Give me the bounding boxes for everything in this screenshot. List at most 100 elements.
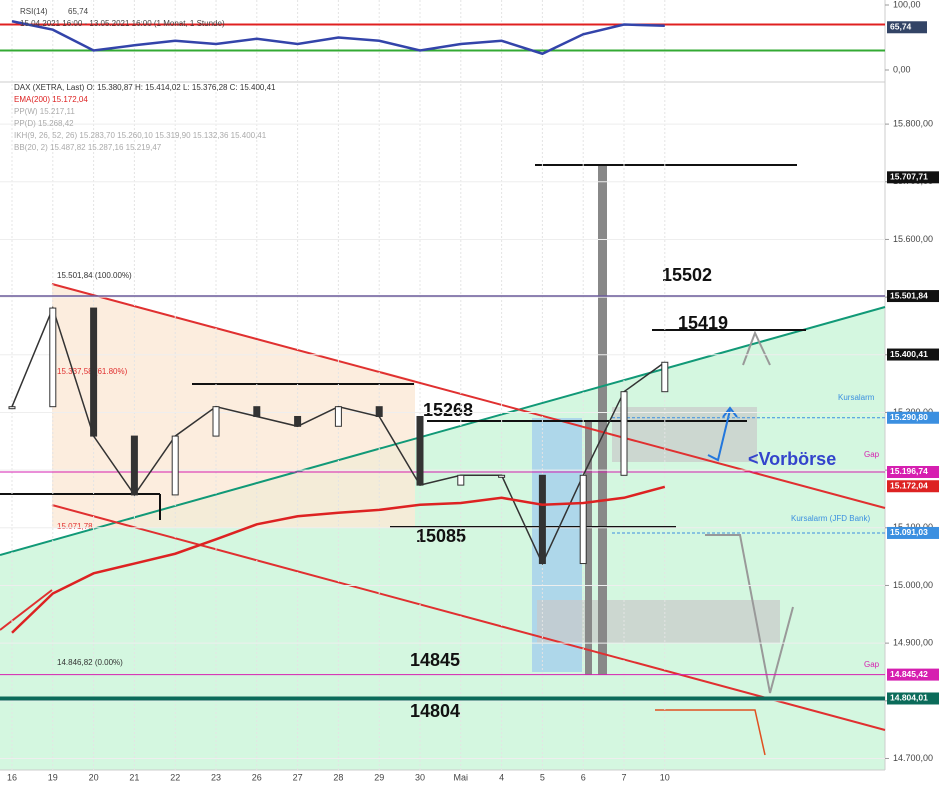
candle (661, 361, 669, 393)
price-tag-label: 14.804,01 (890, 693, 928, 703)
arrow (705, 534, 794, 694)
fib-label: 15.071,78 (57, 522, 93, 531)
trend-line (51, 504, 886, 731)
candle (457, 474, 465, 486)
y-tick-label: 14.900,00 (893, 638, 933, 648)
price-tag-label: 65,74 (890, 22, 912, 32)
trend-line (0, 306, 886, 556)
annotation: Kursalarm (838, 393, 875, 402)
arrow (655, 709, 766, 756)
y-tick-label: 0,00 (893, 64, 911, 74)
x-tick-label: 26 (252, 772, 262, 782)
legend-entry: PP(D) 15.268,42 (14, 119, 74, 128)
x-tick-label: 7 (621, 772, 626, 782)
candle (253, 406, 261, 417)
price-tag-label: 15.290,80 (890, 412, 928, 422)
candle (49, 307, 57, 408)
candle (130, 435, 138, 496)
price-tag-label: 15.707,71 (890, 172, 928, 182)
annotation: 15502 (662, 265, 712, 285)
fib-zone (52, 284, 415, 528)
grey-zone (612, 407, 757, 462)
annotation: 15085 (416, 526, 466, 546)
candle (334, 406, 342, 427)
price-tag-label: 15.196,74 (890, 466, 928, 476)
grey-bar (585, 420, 592, 675)
level-lines (0, 164, 806, 528)
x-tick-label: 4 (499, 772, 504, 782)
legend-entry: IKH(9, 26, 52, 26) 15.283,70 15.260,10 1… (14, 131, 267, 140)
annotation: 14845 (410, 650, 460, 670)
annotation: 14804 (410, 701, 460, 721)
price-tag-label: 14.845,42 (890, 669, 928, 679)
x-tick-label: 23 (211, 772, 221, 782)
price-tag-label: 15.501,84 (890, 290, 928, 300)
annotation: 15268 (423, 400, 473, 420)
legend-entry: EMA(200) 15.172,04 (14, 95, 88, 104)
annotation: 15419 (678, 313, 728, 333)
annotation: <Vorbörse (748, 449, 836, 469)
candle (171, 435, 179, 496)
rsi-value: 65,74 (68, 7, 89, 16)
price-tag (887, 465, 939, 478)
candle (294, 415, 302, 427)
legend-entry: DAX (XETRA, Last) O: 15.380,87 H: 15.414… (14, 83, 276, 92)
price-tag-label: 15.091,03 (890, 527, 928, 537)
rsi-name: RSI(14) (20, 7, 48, 16)
arrow (722, 406, 738, 418)
x-tick-label: 6 (581, 772, 586, 782)
y-tick-label: 15.600,00 (893, 234, 933, 244)
x-tick-label: 20 (89, 772, 99, 782)
y-tick-label: 100,00 (893, 0, 921, 9)
price-tag (887, 411, 939, 424)
x-tick-label: 29 (374, 772, 384, 782)
price-tag (887, 526, 939, 539)
x-tick-label: 30 (415, 772, 425, 782)
y-tick-label: 14.700,00 (893, 753, 933, 763)
price-tag (887, 21, 927, 34)
y-tick-label: 15.000,00 (893, 580, 933, 590)
price-tag (887, 348, 939, 361)
candle (90, 307, 98, 437)
rsi-line (11, 20, 665, 56)
x-tick-label: 27 (293, 772, 303, 782)
annotation: Gap (864, 450, 880, 459)
x-tick-label: Mai (454, 772, 469, 782)
candle (212, 406, 220, 437)
price-tag-label: 15.172,04 (890, 480, 928, 490)
annotation: Kursalarm (JFD Bank) (791, 514, 870, 523)
price-tag (887, 692, 939, 705)
annotation: Gap (864, 660, 880, 669)
trend-line (0, 589, 53, 631)
x-tick-label: 22 (170, 772, 180, 782)
price-tag (887, 668, 939, 681)
price-tag (887, 480, 939, 493)
x-tick-label: 19 (48, 772, 58, 782)
candle (579, 474, 587, 565)
arrow (707, 409, 731, 462)
x-tick-label: 28 (333, 772, 343, 782)
x-tick-label: 10 (660, 772, 670, 782)
x-tick-label: 5 (540, 772, 545, 782)
candle (416, 415, 424, 486)
x-tick-label: 21 (129, 772, 139, 782)
x-tick-label: 16 (7, 772, 17, 782)
legend-entry: PP(W) 15.217,11 (14, 107, 75, 116)
grey-zone (537, 600, 780, 643)
legend-entry: BB(20, 2) 15.487,82 15.287,16 15.219,47 (14, 143, 162, 152)
ema-line (11, 485, 666, 634)
price-tag (887, 171, 939, 184)
y-tick-label: 15.800,00 (893, 118, 933, 128)
rsi-period: 15.04.2021 16:00 - 13.05.2021 16:00 (1 M… (20, 19, 225, 28)
candle (620, 391, 628, 476)
candle (538, 474, 546, 565)
fib-label: 15.501,84 (100.00%) (57, 271, 132, 280)
fib-label: 14.846,82 (0.00%) (57, 658, 123, 667)
price-tag-label: 15.400,41 (890, 349, 928, 359)
candle (375, 406, 383, 417)
candle (8, 406, 16, 410)
trend-line (51, 283, 886, 509)
price-tag (887, 290, 939, 303)
candle (498, 474, 506, 478)
